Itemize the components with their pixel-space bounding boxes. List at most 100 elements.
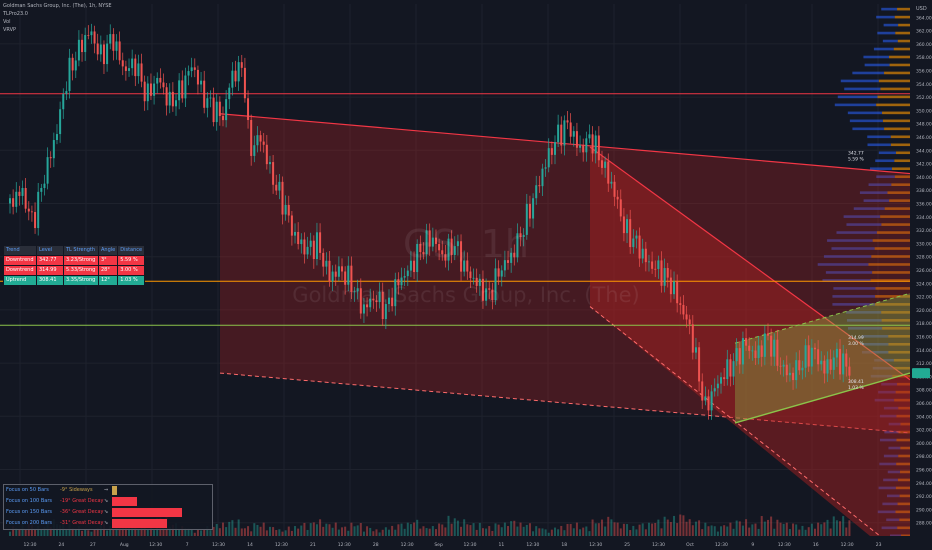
candle-body xyxy=(71,57,74,71)
volume-bar xyxy=(770,516,773,536)
volume-bar xyxy=(745,519,748,536)
focus-strength-bar xyxy=(112,485,212,496)
focus-row: Focus on 150 Bars -36° Great Decay ⇘ xyxy=(4,507,212,518)
candle-body xyxy=(184,75,187,99)
volume-bar xyxy=(466,524,469,536)
candle-body xyxy=(585,138,588,153)
volume-bar xyxy=(34,529,37,536)
trend-table-header: Trend Level TL Strength Angle Distance xyxy=(3,245,146,256)
volume-bar xyxy=(259,526,262,536)
volume-bar xyxy=(112,529,115,536)
candle-body xyxy=(832,357,835,370)
candle-body xyxy=(413,260,416,273)
volume-bar xyxy=(779,522,782,536)
candle-body xyxy=(253,145,256,156)
profile-bar-up xyxy=(852,71,885,75)
candle-body xyxy=(34,212,37,229)
axis-tick-label: 304.00 xyxy=(916,414,932,420)
focus-panel: Focus on 50 Bars -9° Sideways ⇒ Focus on… xyxy=(3,484,213,530)
focus-state: -19° Great Decay xyxy=(60,498,104,504)
profile-bar-up xyxy=(867,135,891,139)
profile-bar-up xyxy=(833,287,876,290)
volume-bar xyxy=(121,528,124,536)
candle-body xyxy=(528,203,531,219)
profile-bar-down xyxy=(897,478,910,482)
indicator-label-tlpro[interactable]: TLPro23.0 xyxy=(3,11,28,17)
candle-body xyxy=(12,198,15,207)
volume-bar xyxy=(43,527,46,536)
focus-arrow-icon: ⇒ xyxy=(104,487,109,493)
candle-body xyxy=(181,80,184,99)
candle-body xyxy=(516,233,519,258)
volume-bar xyxy=(413,522,416,536)
price-level-value: 342.77 xyxy=(848,150,864,156)
volume-bar xyxy=(738,521,741,536)
indicator-label-vol[interactable]: Vol xyxy=(3,19,11,25)
volume-bar xyxy=(701,529,704,536)
candle-body xyxy=(102,44,105,65)
candle-body xyxy=(591,134,594,154)
candle-body xyxy=(143,81,146,102)
candle-body xyxy=(287,204,290,216)
profile-bar-down xyxy=(900,446,910,450)
volume-bar xyxy=(425,528,428,536)
volume-bar xyxy=(835,520,838,536)
candle-body xyxy=(272,162,275,185)
candle-body xyxy=(168,91,171,106)
volume-bar xyxy=(322,526,325,536)
angle-cell: 12° xyxy=(97,275,119,286)
candle-body xyxy=(491,289,494,301)
candle-body xyxy=(557,124,560,143)
volume-bar xyxy=(591,519,594,536)
volume-bar xyxy=(96,527,99,536)
profile-bar-down xyxy=(882,111,910,115)
profile-bar-up xyxy=(870,374,893,378)
volume-bar xyxy=(503,522,506,536)
candle-body xyxy=(341,266,344,272)
candle-body xyxy=(644,248,647,263)
volume-bar xyxy=(710,525,713,536)
candle-body xyxy=(171,91,174,107)
volume-bar xyxy=(341,527,344,536)
candle-body xyxy=(146,83,149,102)
candle-body xyxy=(397,279,400,286)
volume-bar xyxy=(848,520,851,536)
trend-row: Uptrend 308.41 3.35/Strong 12° 1.03 % xyxy=(3,275,146,286)
profile-bar-up xyxy=(849,119,883,123)
focus-state: -36° Great Decay xyxy=(60,509,104,515)
profile-bar-up xyxy=(834,103,877,107)
focus-strength-fill xyxy=(112,497,137,506)
candle-body xyxy=(622,216,625,234)
focus-label: Focus on 200 Bars xyxy=(6,520,52,526)
profile-bar-down xyxy=(875,303,910,306)
time-tick-label: 25 xyxy=(624,542,630,548)
focus-state: -9° Sideways xyxy=(60,487,93,493)
candle-body xyxy=(18,191,21,196)
volume-bar xyxy=(37,525,40,536)
profile-bar-up xyxy=(861,335,889,338)
candle-body xyxy=(544,167,547,169)
profile-bar-up xyxy=(879,462,897,466)
candle-body xyxy=(669,277,672,295)
candle-body xyxy=(400,277,403,286)
volume-bar xyxy=(597,523,600,536)
angle-cell: 3° xyxy=(97,255,119,266)
candle-body xyxy=(403,276,406,278)
candle-body xyxy=(294,231,297,236)
candle-body xyxy=(807,345,810,367)
profile-bar-up xyxy=(846,311,882,314)
price-level-labels: 342.775.59 % 314.993.00 % 308.411.03 % xyxy=(848,150,864,390)
candle-body xyxy=(513,252,516,258)
candle-body xyxy=(350,265,353,292)
time-tick-label: 12:30 xyxy=(149,542,162,548)
price-level-distance: 1.03 % xyxy=(848,385,864,391)
indicator-label-vrvp[interactable]: VRVP xyxy=(3,27,17,33)
profile-bar-down xyxy=(872,271,910,274)
profile-bar-down xyxy=(870,279,910,282)
candle-body xyxy=(704,396,707,401)
candle-body xyxy=(344,271,347,285)
profile-bar-down xyxy=(895,510,910,514)
candle-body xyxy=(773,339,776,357)
